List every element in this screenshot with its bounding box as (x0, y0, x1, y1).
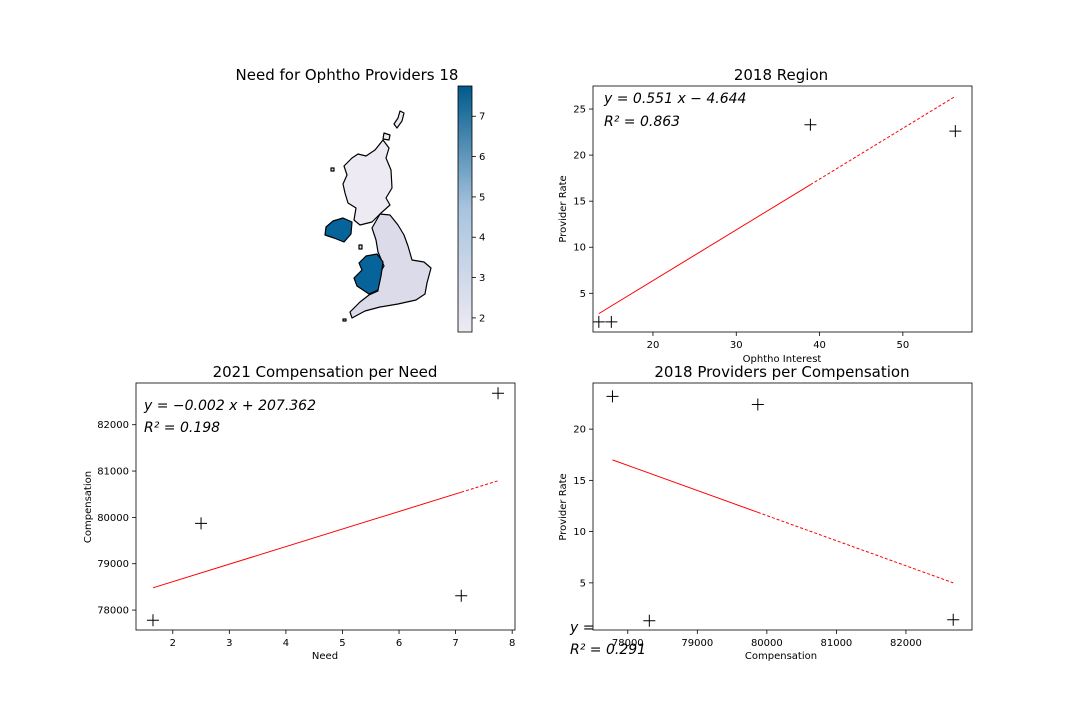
data-point (751, 398, 764, 411)
panel-2018-region-title: 2018 Region (734, 66, 828, 84)
y-tick-label: 10 (573, 243, 586, 254)
map-title: Need for Ophtho Providers 18 (236, 66, 459, 84)
colorbar (457, 85, 473, 333)
y-tick-label: 15 (573, 476, 586, 487)
fit-line-dashed (461, 480, 499, 493)
colorbar-tick-label: 5 (479, 192, 485, 203)
x-tick-label: 79000 (681, 638, 713, 649)
map-panel: Need for Ophtho Providers 18 2 3 4 5 6 7 (236, 66, 485, 333)
x-tick-label: 80000 (751, 638, 783, 649)
panel-2018-providers-xlabel: Compensation (745, 651, 817, 662)
x-tick-label: 5 (339, 638, 345, 649)
data-point (949, 125, 962, 138)
x-tick-label: 2 (170, 638, 176, 649)
panel-2021-compensation-equation: y = −0.002 x + 207.362 (143, 398, 316, 414)
panel-2018-providers-equation: y = (569, 620, 594, 636)
fit-line (152, 491, 462, 589)
region-wales (353, 253, 384, 295)
data-point (643, 614, 656, 627)
uk-map (324, 110, 432, 322)
data-point (592, 315, 605, 328)
axes-frame (592, 382, 973, 631)
colorbar-tick-label: 4 (479, 233, 485, 244)
y-tick-label: 10 (573, 527, 586, 538)
fit-line-dashed (810, 95, 956, 186)
panel-2018-region-xlabel: Ophtho Interest (743, 354, 822, 365)
y-tick-label: 79000 (97, 559, 129, 570)
panel-2021-compensation-r2: R² = 0.198 (144, 420, 220, 436)
y-tick-label: 81000 (97, 467, 129, 478)
y-tick-label: 82000 (97, 420, 129, 431)
data-point (455, 589, 468, 602)
colorbar-ticks: 2 3 4 5 6 7 (472, 112, 485, 324)
y-tick-label: 20 (573, 425, 586, 436)
x-tick-label: 82000 (890, 638, 922, 649)
panel-2021-compensation: 2021 Compensation per Need y = −0.002 x … (83, 363, 516, 662)
data-point (605, 315, 618, 328)
panel-2021-compensation-title: 2021 Compensation per Need (213, 363, 438, 381)
panel-2021-compensation-xlabel: Need (312, 651, 338, 662)
x-tick-label: 40 (813, 340, 826, 351)
x-tick-label: 4 (283, 638, 289, 649)
panel-2018-region-r2: R² = 0.863 (604, 114, 680, 130)
region-small-islands (342, 244, 363, 322)
panel-2018-providers-title: 2018 Providers per Compensation (654, 363, 909, 381)
axes-frame (135, 382, 516, 631)
axes-frame (592, 85, 973, 333)
x-tick-label: 20 (647, 340, 660, 351)
data-point (804, 118, 817, 131)
y-tick-label: 25 (573, 105, 586, 116)
colorbar-tick-label: 2 (479, 313, 485, 324)
fit-line (598, 184, 811, 315)
x-tick-label: 78000 (612, 638, 644, 649)
region-scotland (342, 139, 393, 226)
y-tick-label: 80000 (97, 513, 129, 524)
y-tick-label: 20 (573, 151, 586, 162)
data-point (947, 613, 960, 626)
x-tick-label: 6 (396, 638, 402, 649)
x-tick-label: 7 (452, 638, 458, 649)
panel-2018-region-equation: y = 0.551 x − 4.644 (603, 91, 746, 107)
x-tick-label: 50 (896, 340, 909, 351)
data-point (606, 390, 619, 403)
region-northern-ireland (324, 217, 353, 243)
data-point (195, 517, 208, 530)
panel-2021-compensation-ylabel: Compensation (83, 471, 94, 543)
panel-2018-region: 2018 Region y = 0.551 x − 4.644 R² = 0.8… (558, 66, 973, 365)
region-scotland-islands (330, 110, 405, 172)
y-tick-label: 78000 (97, 606, 129, 617)
x-tick-label: 8 (509, 638, 515, 649)
y-tick-label: 15 (573, 197, 586, 208)
x-tick-label: 30 (730, 340, 743, 351)
colorbar-tick-label: 7 (479, 112, 485, 123)
panel-2018-providers: 2018 Providers per Compensation Compensa… (558, 363, 973, 662)
panel-2018-providers-r2: R² = 0.291 (570, 642, 646, 658)
x-tick-label: 81000 (820, 638, 852, 649)
region-england (349, 213, 432, 319)
y-tick-label: 5 (580, 289, 586, 300)
fit-line (612, 459, 758, 513)
x-tick-label: 3 (226, 638, 232, 649)
panel-2018-providers-ylabel: Provider Rate (558, 473, 569, 540)
data-point (492, 387, 505, 400)
colorbar-tick-label: 3 (479, 273, 485, 284)
y-tick-label: 5 (580, 578, 586, 589)
panel-2018-region-ylabel: Provider Rate (558, 175, 569, 242)
data-point (146, 614, 159, 627)
colorbar-tick-label: 6 (479, 152, 485, 163)
